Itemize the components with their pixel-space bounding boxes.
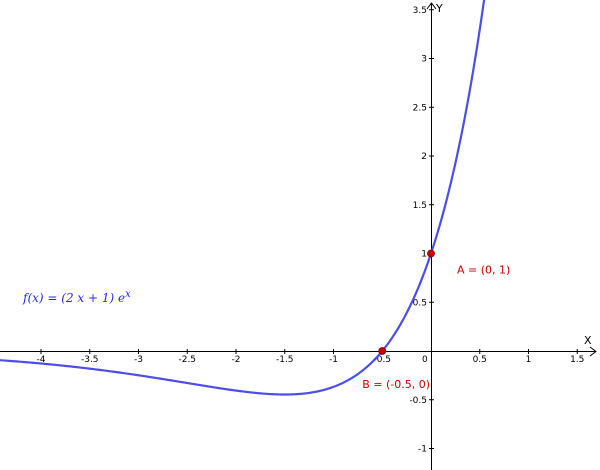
x-tick-label: -3.5	[81, 355, 99, 365]
function-label-exponent: x	[125, 289, 131, 300]
points: A = (0, 1) B = (-0.5, 0)	[362, 249, 510, 391]
y-tick-label: 2.5	[413, 103, 427, 113]
x-tick-label: -3	[134, 355, 143, 365]
y-tick-label: 3.5	[413, 6, 427, 16]
x-tick-label: -1.5	[276, 355, 294, 365]
x-tick-label: 0	[422, 355, 428, 365]
point-b	[378, 347, 387, 355]
point-a	[427, 249, 435, 258]
function-label: f(x) = (2 x + 1) ex	[23, 289, 131, 305]
point-b-label: B = (-0.5, 0)	[362, 378, 430, 391]
function-curve	[0, 0, 486, 396]
x-tick-label: 0.5	[473, 355, 487, 365]
y-tick-label: -1	[418, 445, 427, 455]
y-tick-label: 1	[421, 250, 427, 260]
y-tick-label: 2	[421, 152, 427, 162]
x-tick-label: -1	[329, 355, 338, 365]
x-tick-label: -4	[37, 355, 46, 365]
x-tick-label: 1.5	[570, 355, 584, 365]
y-tick-label: 1.5	[413, 201, 427, 211]
x-tick-label: 1	[526, 355, 532, 365]
y-tick-label: 3	[421, 55, 427, 65]
y-tick-label: -0.5	[409, 396, 427, 406]
x-tick-label: -2	[232, 355, 241, 365]
y-tick-label: 0.5	[413, 298, 427, 308]
y-axis-label: Y	[435, 2, 443, 15]
y-axis-arrow	[426, 2, 437, 10]
tick-marks: -4.5-4-3.5-3-2.5-2-1.5-1-0.500.511.53.53…	[0, 6, 584, 455]
function-label-text: f(x) = (2 x + 1) e	[23, 291, 126, 305]
x-tick-label: -0.5	[373, 355, 391, 365]
x-axis-arrow	[589, 346, 597, 357]
x-tick-label: -2.5	[178, 355, 196, 365]
x-axis-label: X	[584, 334, 592, 347]
point-a-label: A = (0, 1)	[457, 264, 510, 277]
